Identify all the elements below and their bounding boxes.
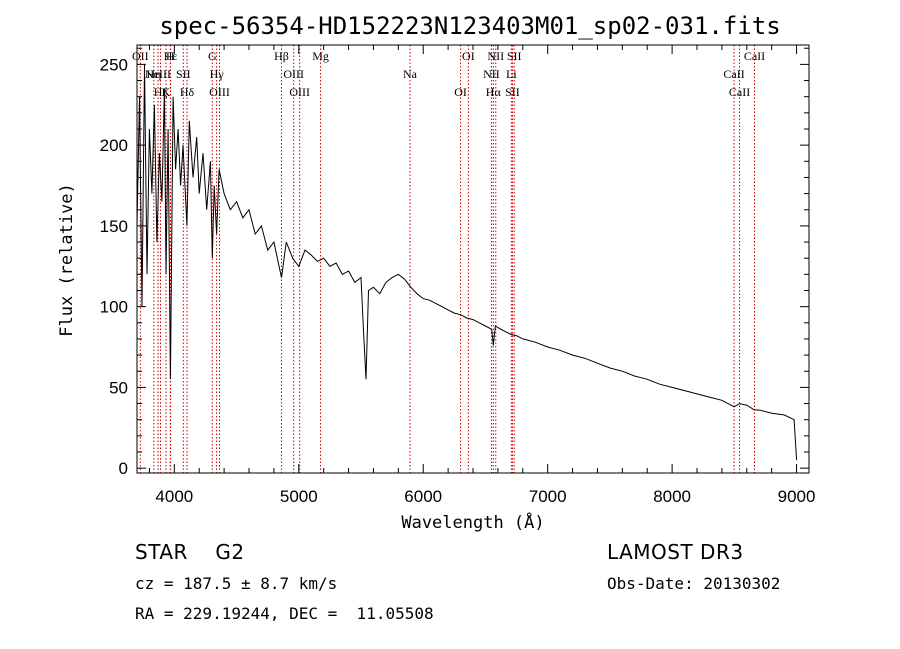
line-marker-label: SII	[507, 49, 522, 63]
plot-frame	[136, 44, 810, 474]
line-marker-label: G	[208, 49, 217, 63]
observation-date: Obs-Date: 20130302	[607, 574, 781, 593]
x-tick-label: 6000	[404, 487, 442, 506]
line-marker-label: OIII	[283, 67, 304, 81]
y-tick-label: 200	[100, 136, 128, 155]
x-tick-label: 4000	[155, 487, 193, 506]
line-marker-label: OII	[132, 49, 149, 63]
x-tick-label: 8000	[653, 487, 691, 506]
line-marker-label: SII	[176, 67, 191, 81]
line-marker-label: Hα	[486, 85, 502, 99]
y-axis-label: Flux (relative)	[57, 183, 77, 337]
survey-name: LAMOST DR3	[607, 540, 744, 564]
line-marker-label: K	[162, 85, 171, 99]
line-marker-label: Hγ	[210, 67, 225, 81]
line-marker-label: OIII	[289, 85, 310, 99]
y-tick-label: 100	[100, 298, 128, 317]
spectrum-chart: spec-56354-HD152223N123403M01_sp02-031.f…	[57, 12, 816, 533]
line-marker-label: NII	[483, 67, 500, 81]
y-tick-label: 0	[119, 459, 128, 478]
series-layer	[136, 64, 798, 461]
y-ticks: 0 50 100 150 200 250	[100, 47, 809, 478]
line-marker-label: Mg	[312, 49, 329, 63]
x-ticks: 4000 5000 6000 7000 8000 9000	[148, 45, 816, 506]
coordinates-info: RA = 229.19244, DEC = 11.05508	[135, 604, 434, 623]
line-marker-labels: OIIHηHζHεNeIIIKHSIIHδGHγOIIIHβOIIIOIIIMg…	[132, 49, 765, 99]
line-marker-label: NeIII	[145, 67, 171, 81]
line-marker-label: Hβ	[274, 49, 289, 63]
line-marker-label: SII	[505, 85, 520, 99]
line-marker-label: OIII	[209, 85, 230, 99]
object-type: STAR	[135, 540, 188, 564]
x-axis-label: Wavelength (Å)	[401, 511, 544, 533]
y-tick-label: 250	[100, 55, 128, 74]
line-marker-label: Hη	[146, 67, 161, 81]
redshift-info: cz = 187.5 ± 8.7 km/s	[135, 574, 338, 593]
line-marker-label: CaII	[723, 67, 744, 81]
series-line	[136, 64, 798, 461]
line-marker-label: CaII	[744, 49, 765, 63]
line-markers	[139, 45, 755, 473]
object-class: STAR G2	[135, 540, 245, 564]
line-marker-label: Li	[506, 67, 517, 81]
y-tick-label: 50	[109, 378, 128, 397]
line-marker-label: NII	[487, 49, 504, 63]
line-marker-label: OI	[462, 49, 475, 63]
line-marker-label: CaII	[729, 85, 750, 99]
y-tick-label: 150	[100, 217, 128, 236]
x-tick-label: 9000	[778, 487, 816, 506]
chart-title: spec-56354-HD152223N123403M01_sp02-031.f…	[159, 12, 780, 40]
x-tick-label: 5000	[280, 487, 318, 506]
x-tick-label: 7000	[529, 487, 567, 506]
object-subclass: G2	[215, 540, 245, 564]
line-marker-label: H	[166, 49, 175, 63]
line-marker-label: Na	[403, 67, 418, 81]
line-marker-label: OI	[454, 85, 467, 99]
line-marker-label: Hδ	[180, 85, 195, 99]
